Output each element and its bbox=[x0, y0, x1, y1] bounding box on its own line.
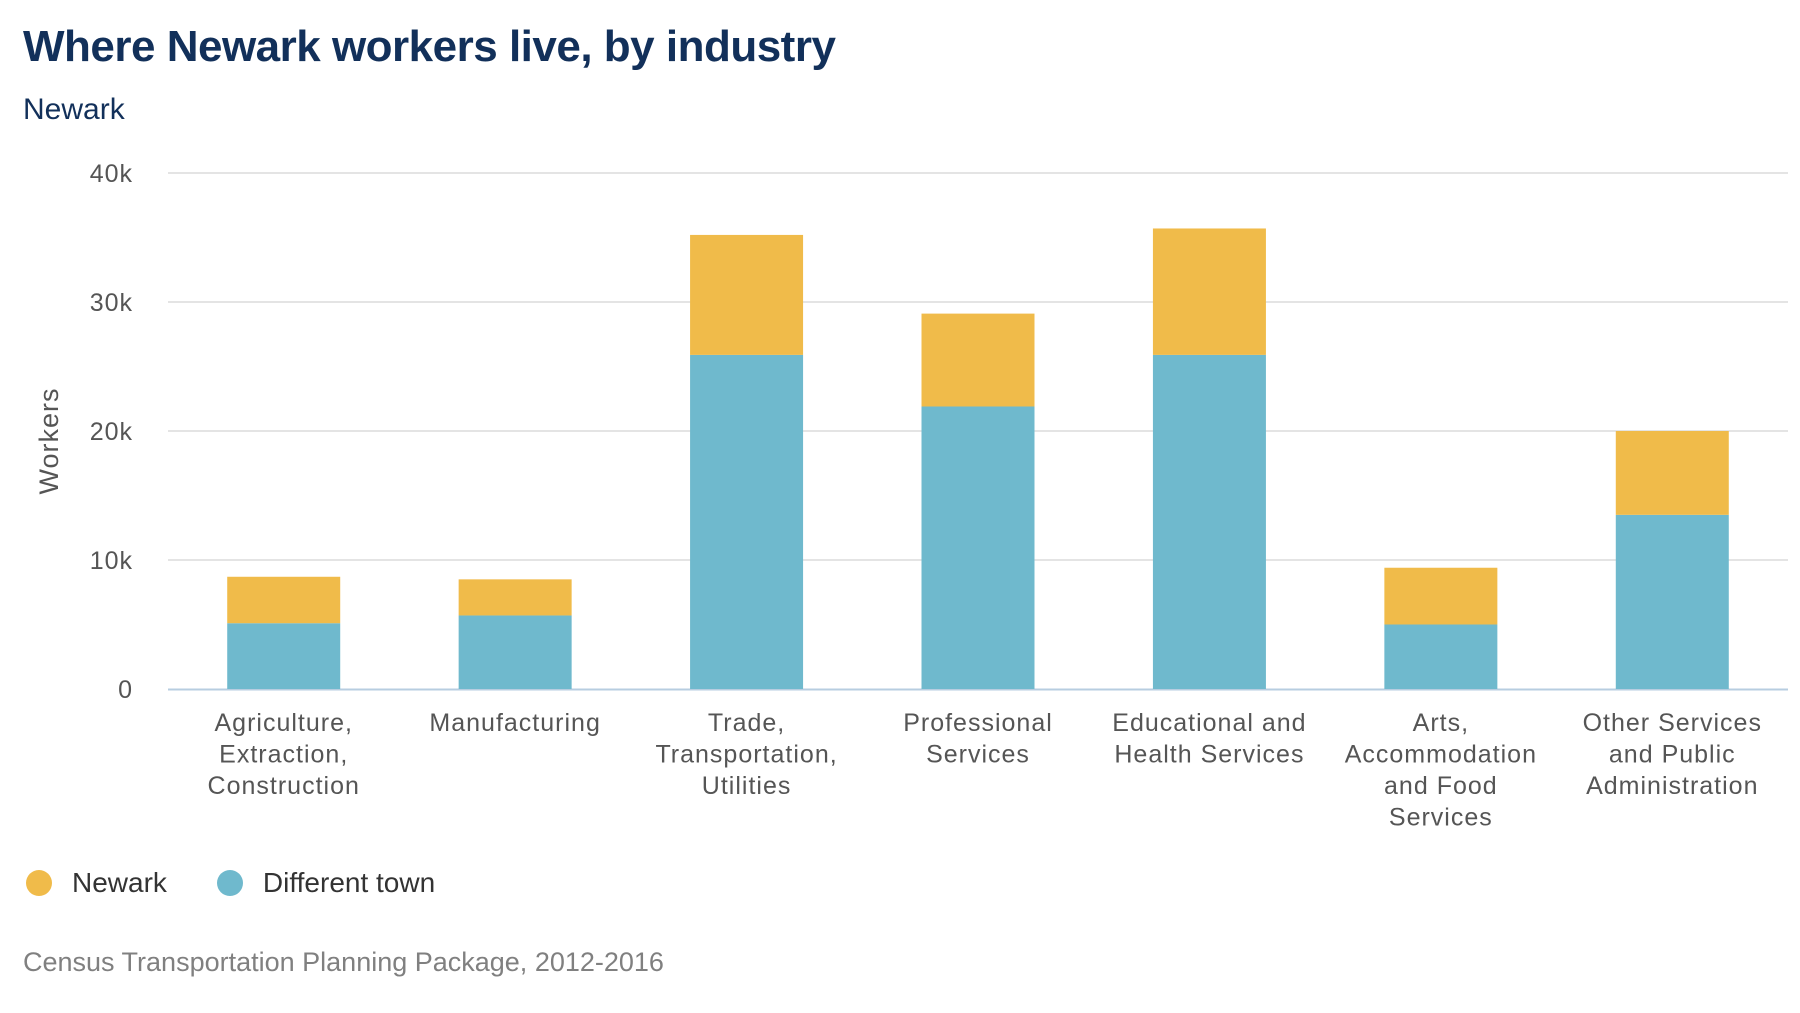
legend-label-different-town: Different town bbox=[262, 867, 436, 898]
bar-newark bbox=[458, 579, 572, 616]
bar-newark bbox=[1152, 228, 1266, 355]
y-tick-label: 10k bbox=[90, 547, 133, 575]
bar-different-town bbox=[1152, 354, 1266, 689]
y-tick-label: 0 bbox=[118, 676, 133, 704]
legend-label-newark: Newark bbox=[72, 867, 167, 898]
bar-different-town bbox=[921, 406, 1035, 689]
legend-item-newark[interactable]: Newark bbox=[26, 867, 167, 899]
legend-dot-newark bbox=[26, 870, 52, 896]
bar-different-town bbox=[1384, 624, 1498, 689]
x-tick-label: Agriculture, Extraction, Construction bbox=[208, 709, 360, 800]
chart-subtitle: Newark bbox=[23, 93, 125, 126]
y-axis-label: Workers bbox=[34, 387, 64, 494]
x-tick-label: Other Services and Public Administration bbox=[1583, 709, 1762, 800]
x-tick-label: Educational and Health Services bbox=[1112, 709, 1306, 769]
y-tick-label: 30k bbox=[90, 289, 133, 317]
x-tick-label: Trade, Transportation, Utilities bbox=[655, 709, 837, 800]
x-tick-label: Professional Services bbox=[903, 709, 1053, 769]
y-tick-label: 40k bbox=[90, 160, 133, 188]
legend-dot-different-town bbox=[216, 870, 243, 896]
bar-different-town bbox=[690, 354, 804, 689]
source-note: Census Transportation Planning Package, … bbox=[23, 947, 664, 977]
bar-newark bbox=[1615, 431, 1729, 515]
bar-different-town bbox=[1615, 514, 1729, 689]
chart-title: Where Newark workers live, by industry bbox=[23, 22, 836, 71]
bar-newark bbox=[1384, 567, 1498, 625]
legend: Newark Different town bbox=[26, 867, 485, 899]
bar-newark bbox=[921, 313, 1035, 407]
bar-newark bbox=[690, 234, 804, 355]
bar-different-town bbox=[227, 623, 341, 689]
bar-different-town bbox=[458, 615, 572, 689]
legend-item-different-town[interactable]: Different town bbox=[216, 867, 436, 899]
x-tick-label: Arts, Accommodation and Food Services bbox=[1345, 709, 1537, 832]
bar-newark bbox=[227, 576, 341, 624]
x-tick-label: Manufacturing bbox=[429, 709, 600, 737]
y-tick-label: 20k bbox=[90, 418, 133, 446]
